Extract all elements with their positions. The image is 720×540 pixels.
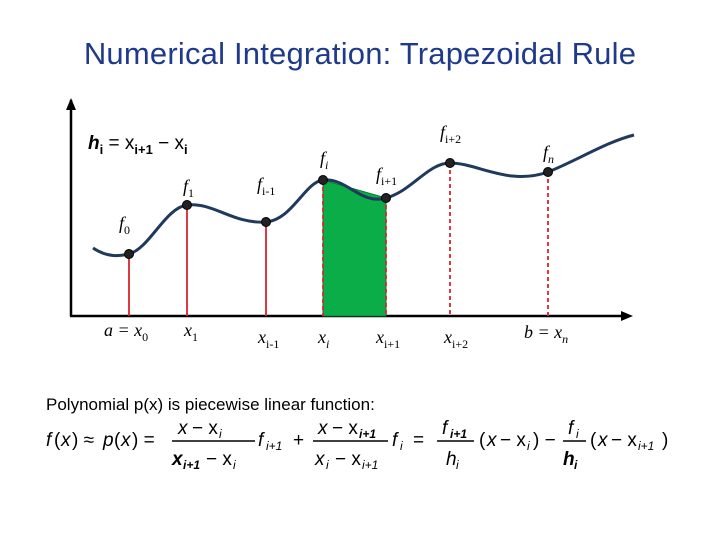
svg-text:h: h [446, 449, 457, 470]
svg-text:(: ( [590, 430, 597, 451]
xlabel-x1: x1 [183, 320, 198, 344]
svg-text:− x: − x [611, 430, 637, 451]
h-equation: hi = xi+1 − xi [88, 133, 188, 157]
svg-text:) =: ) = [132, 430, 155, 451]
svg-text:p: p [102, 430, 114, 451]
svg-text:− x: − x [332, 418, 358, 439]
svg-text:i: i [527, 439, 530, 453]
point-fip2 [445, 158, 455, 168]
svg-text:− x: − x [192, 418, 218, 439]
label-f0: f0 [119, 213, 130, 237]
svg-text:x: x [60, 430, 72, 451]
svg-text:− x: − x [335, 449, 361, 470]
point-fn [543, 167, 553, 177]
svg-text:i+1: i+1 [359, 427, 376, 441]
svg-text:i: i [219, 427, 222, 441]
xlabel-xim1: xi-1 [257, 327, 279, 351]
svg-text:i: i [574, 458, 578, 472]
x-axis-arrow [621, 311, 633, 321]
svg-text:) −: ) − [533, 430, 556, 451]
point-fi [318, 175, 328, 185]
svg-text:i: i [456, 458, 459, 472]
svg-text:): ) [662, 430, 668, 451]
svg-text:i+1: i+1 [183, 458, 200, 472]
xlabel-b: b = xn [524, 322, 568, 346]
svg-text:i: i [576, 427, 579, 441]
vertical-lines [128, 163, 549, 316]
svg-text:f: f [46, 430, 53, 451]
label-fip2: fi+2 [440, 122, 461, 146]
svg-text:i+1: i+1 [638, 439, 654, 453]
svg-text:) ≈: ) ≈ [72, 430, 94, 451]
svg-text:f: f [568, 418, 575, 439]
label-fi: fi [320, 148, 328, 172]
svg-text:x: x [314, 449, 326, 470]
xlabel-xip2: xi+2 [443, 327, 468, 351]
svg-text:(: ( [479, 430, 486, 451]
svg-text:x: x [597, 430, 609, 451]
svg-text:i+1: i+1 [266, 439, 282, 453]
xlabel-xi: xi [317, 327, 329, 351]
svg-text:x: x [120, 430, 132, 451]
point-fip1 [381, 193, 391, 203]
trapezoid-area [322, 179, 387, 317]
svg-text:x: x [177, 418, 189, 439]
label-fim1: fi-1 [257, 174, 275, 198]
page-title: Numerical Integration: Trapezoidal Rule [83, 36, 637, 71]
y-axis-arrow [66, 98, 76, 110]
svg-text:+: + [293, 430, 304, 451]
svg-text:=: = [413, 430, 424, 451]
xlabel-a: a = x0 [104, 320, 148, 344]
svg-text:f: f [392, 430, 399, 451]
svg-text:i: i [233, 458, 236, 472]
svg-text:(: ( [54, 430, 61, 451]
data-points [124, 158, 553, 259]
label-fip1: fi+1 [376, 164, 397, 188]
svg-text:i: i [326, 458, 329, 472]
svg-text:i+1: i+1 [450, 427, 467, 441]
svg-text:f: f [258, 430, 265, 451]
svg-text:− x: − x [500, 430, 526, 451]
svg-text:h: h [563, 449, 575, 470]
point-fim1 [261, 217, 271, 227]
svg-text:x: x [171, 449, 184, 470]
label-f1: f1 [183, 176, 194, 200]
svg-text:i: i [400, 439, 403, 453]
label-fn: fn [543, 142, 554, 166]
description-text: Polynomial p(x) is piecewise linear func… [46, 395, 375, 414]
svg-text:x: x [317, 418, 329, 439]
svg-text:f: f [442, 418, 449, 439]
svg-text:x: x [486, 430, 498, 451]
svg-text:(: ( [114, 430, 121, 451]
xlabel-xip1: xi+1 [375, 327, 400, 351]
svg-text:− x: − x [206, 449, 232, 470]
point-f1 [182, 200, 192, 210]
point-f0 [124, 249, 134, 259]
svg-text:i+1: i+1 [362, 458, 378, 472]
